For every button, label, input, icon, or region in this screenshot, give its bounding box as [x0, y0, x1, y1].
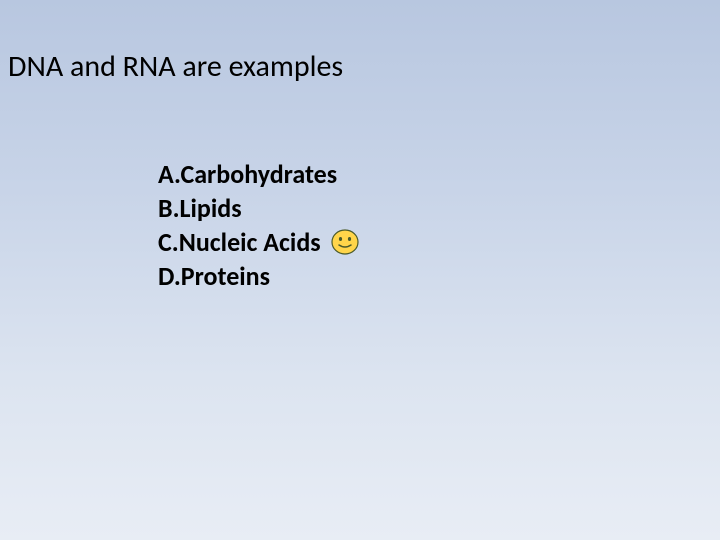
- option-c: C.Nucleic Acids: [158, 226, 359, 258]
- option-a: A.Carbohydrates: [158, 158, 359, 190]
- option-d-text: D.Proteins: [158, 260, 270, 292]
- smiley-icon: [331, 228, 359, 256]
- option-d: D.Proteins: [158, 260, 359, 292]
- option-b-text: B.Lipids: [158, 192, 242, 224]
- slide-title: DNA and RNA are examples: [8, 48, 343, 85]
- option-c-text: C.Nucleic Acids: [158, 226, 321, 258]
- options-list: A.Carbohydrates B.Lipids C.Nucleic Acids…: [158, 158, 359, 294]
- option-b: B.Lipids: [158, 192, 359, 224]
- option-a-text: A.Carbohydrates: [158, 158, 337, 190]
